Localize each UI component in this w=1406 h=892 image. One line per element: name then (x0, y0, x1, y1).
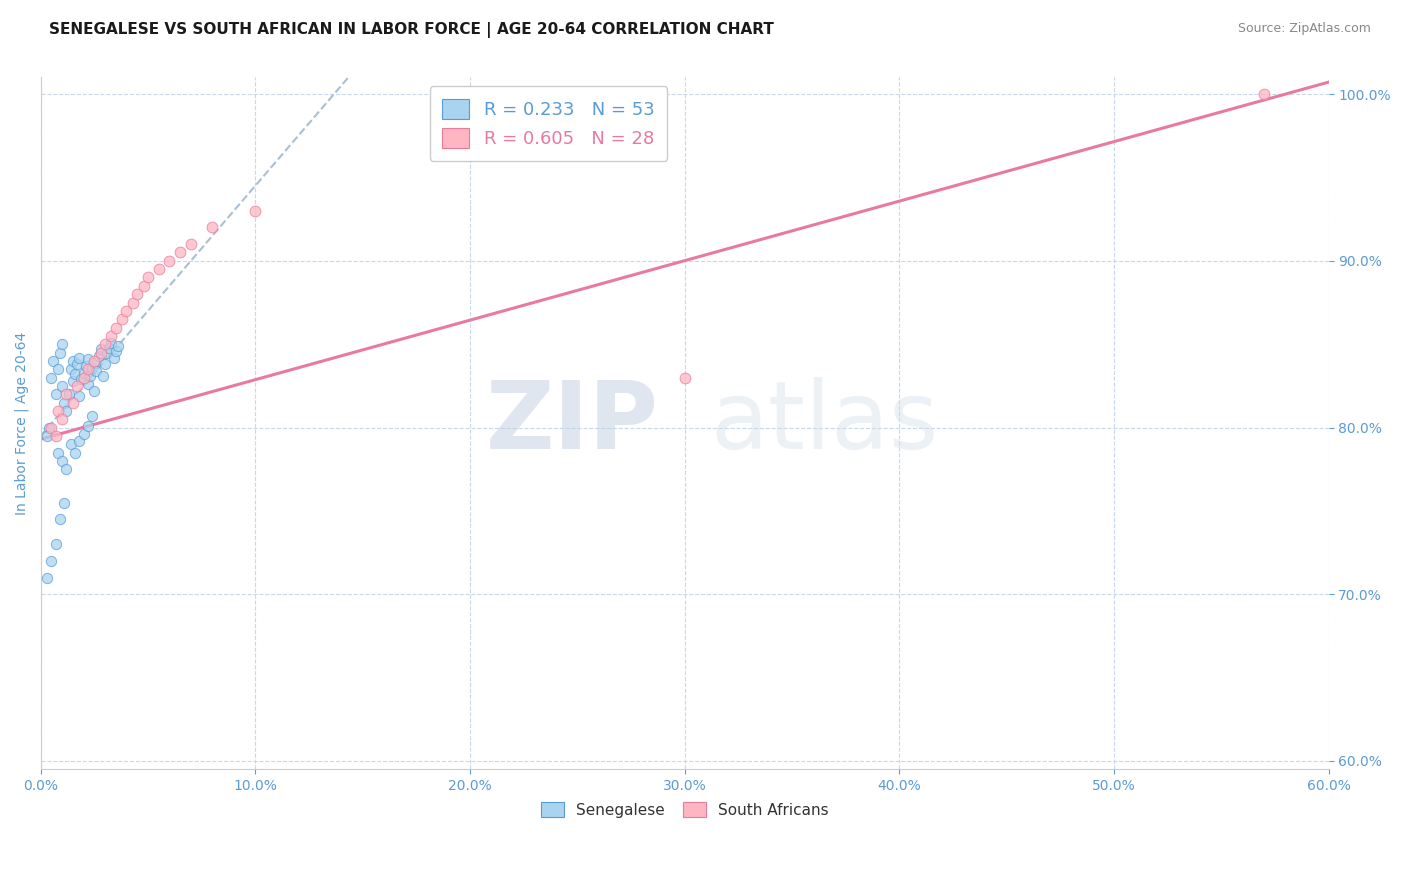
Point (59, 362, 82, 376)
Point (96, 345, 118, 359)
Point (245, 203, 267, 218)
Point (169, 245, 191, 260)
Point (76, 352, 98, 367)
Point (76, 362, 98, 376)
Point (83, 384, 105, 398)
Point (83, 354, 105, 368)
Point (67, 351, 90, 365)
Point (76, 418, 98, 433)
Point (72, 427, 94, 442)
Point (66, 379, 89, 393)
Point (35, 429, 58, 443)
Point (201, 220, 224, 235)
Point (82, 409, 104, 423)
Point (1253, 87, 1275, 102)
Point (107, 339, 129, 353)
Point (51, 412, 73, 426)
Point (148, 262, 170, 277)
Point (83, 355, 105, 369)
Point (53, 495, 76, 509)
Point (53, 395, 76, 409)
Y-axis label: In Labor Force | Age 20-64: In Labor Force | Age 20-64 (15, 332, 30, 515)
Point (63, 367, 86, 381)
Point (66, 357, 89, 371)
Point (59, 437, 82, 451)
Point (41, 370, 63, 384)
Point (45, 387, 67, 401)
Point (67, 434, 90, 448)
Point (45, 537, 67, 551)
Point (673, 370, 696, 384)
Point (100, 329, 122, 343)
Point (87, 349, 110, 363)
Point (51, 337, 73, 351)
Point (132, 278, 155, 293)
Point (75, 359, 97, 373)
Point (35, 571, 58, 585)
Point (90, 342, 112, 356)
Point (122, 295, 145, 310)
Text: SENEGALESE VS SOUTH AFRICAN IN LABOR FORCE | AGE 20-64 CORRELATION CHART: SENEGALESE VS SOUTH AFRICAN IN LABOR FOR… (49, 22, 775, 38)
Point (62, 395, 84, 409)
Text: Source: ZipAtlas.com: Source: ZipAtlas.com (1237, 22, 1371, 36)
Point (94, 337, 117, 351)
Point (41, 420, 63, 434)
Point (103, 351, 125, 365)
Point (58, 387, 80, 401)
Point (63, 445, 86, 459)
Point (46, 445, 69, 459)
Point (82, 360, 104, 375)
Point (49, 512, 72, 526)
Point (79, 368, 101, 383)
Point (136, 270, 159, 285)
Point (90, 345, 112, 359)
Point (104, 343, 127, 358)
Point (55, 404, 77, 418)
Point (115, 303, 138, 318)
Text: ZIP: ZIP (486, 377, 659, 469)
Point (86, 364, 108, 378)
Point (72, 370, 94, 384)
Point (127, 287, 149, 301)
Legend: Senegalese, South Africans: Senegalese, South Africans (534, 796, 835, 824)
Point (41, 554, 63, 568)
Point (94, 357, 117, 371)
Point (62, 354, 84, 368)
Point (180, 237, 202, 252)
Point (104, 320, 127, 334)
Point (46, 362, 69, 376)
Point (51, 454, 73, 468)
Point (38, 420, 60, 434)
Point (55, 387, 77, 401)
Point (51, 379, 73, 393)
Point (76, 377, 98, 392)
Point (45, 429, 67, 443)
Point (98, 341, 121, 355)
Point (111, 312, 134, 326)
Point (49, 345, 72, 359)
Point (62, 374, 84, 388)
Point (100, 335, 122, 350)
Point (67, 389, 90, 403)
Point (91, 368, 114, 383)
Point (55, 462, 77, 476)
Point (157, 253, 180, 268)
Point (42, 354, 65, 368)
Point (72, 366, 94, 380)
Point (70, 372, 93, 386)
Text: atlas: atlas (710, 377, 939, 469)
Point (46, 404, 69, 418)
